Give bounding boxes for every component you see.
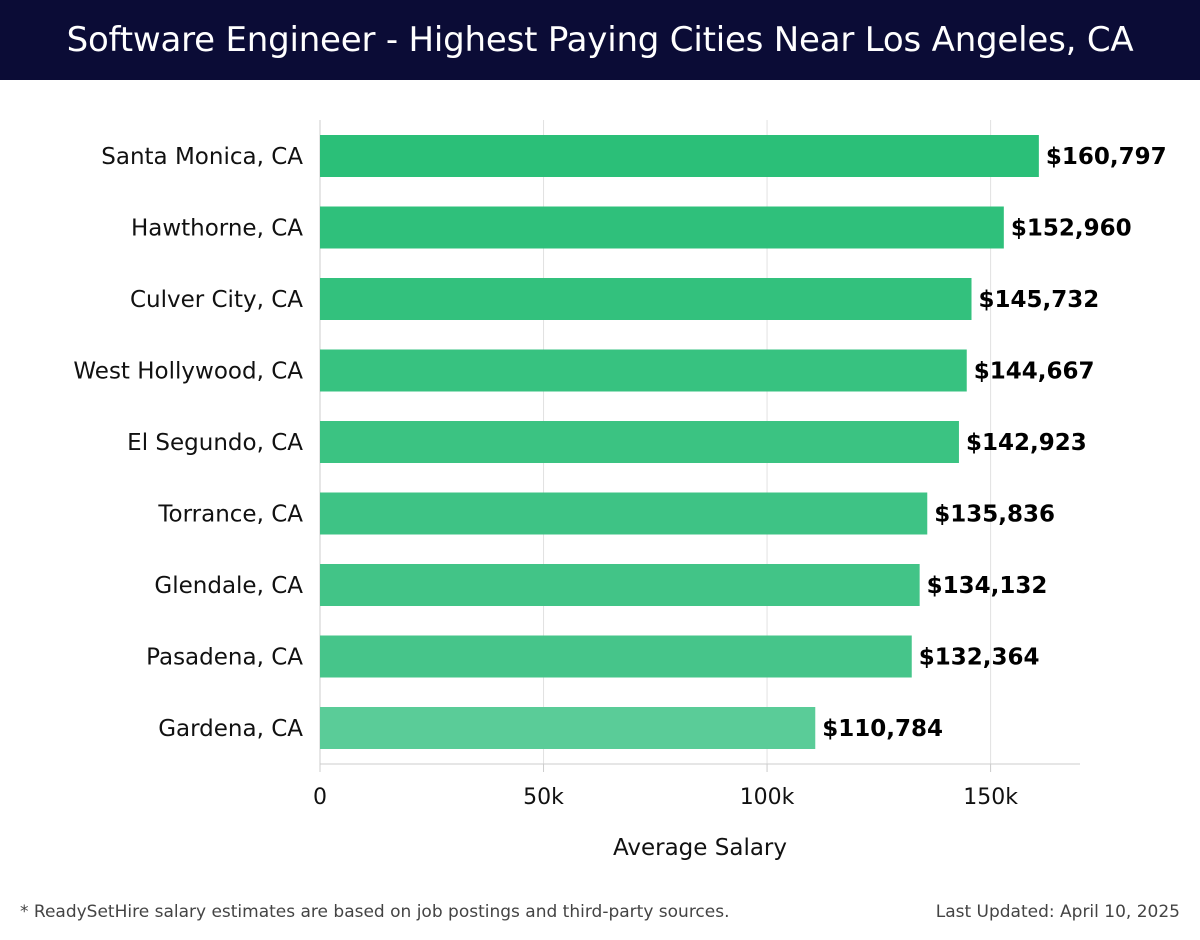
x-tick-label: 50k	[523, 785, 564, 810]
category-label: Santa Monica, CA	[101, 144, 303, 170]
value-label: $135,836	[934, 502, 1055, 528]
x-tick-label: 150k	[963, 785, 1018, 810]
chart-header: Software Engineer - Highest Paying Citie…	[0, 0, 1200, 80]
value-label: $144,667	[974, 359, 1095, 385]
value-label: $132,364	[919, 645, 1040, 671]
footer-note: * ReadySetHire salary estimates are base…	[20, 902, 730, 922]
value-label: $110,784	[822, 716, 943, 742]
value-label: $160,797	[1046, 144, 1167, 170]
bar	[320, 135, 1039, 177]
category-label: Culver City, CA	[130, 287, 303, 313]
category-label: Pasadena, CA	[146, 645, 303, 671]
category-label: Torrance, CA	[157, 502, 303, 528]
x-tick-label: 100k	[740, 785, 795, 810]
bar	[320, 635, 912, 678]
category-label: El Segundo, CA	[127, 430, 303, 456]
bar	[320, 492, 928, 535]
x-tick-label: 0	[313, 785, 327, 810]
category-label: Hawthorne, CA	[131, 216, 303, 242]
chart-title: Software Engineer - Highest Paying Citie…	[66, 20, 1134, 60]
bar	[320, 564, 920, 606]
value-label: $152,960	[1011, 216, 1132, 242]
bar	[320, 349, 967, 392]
value-label: $145,732	[979, 287, 1100, 313]
category-label: West Hollywood, CA	[73, 359, 303, 385]
value-label: $134,132	[927, 573, 1048, 599]
category-label: Glendale, CA	[154, 573, 303, 599]
x-axis-title: Average Salary	[613, 835, 787, 861]
category-label: Gardena, CA	[158, 716, 303, 742]
bar	[320, 278, 972, 320]
bar	[320, 206, 1004, 249]
bar	[320, 421, 959, 463]
value-label: $142,923	[966, 430, 1087, 456]
footer-last-updated: Last Updated: April 10, 2025	[935, 902, 1180, 922]
bar	[320, 707, 816, 749]
